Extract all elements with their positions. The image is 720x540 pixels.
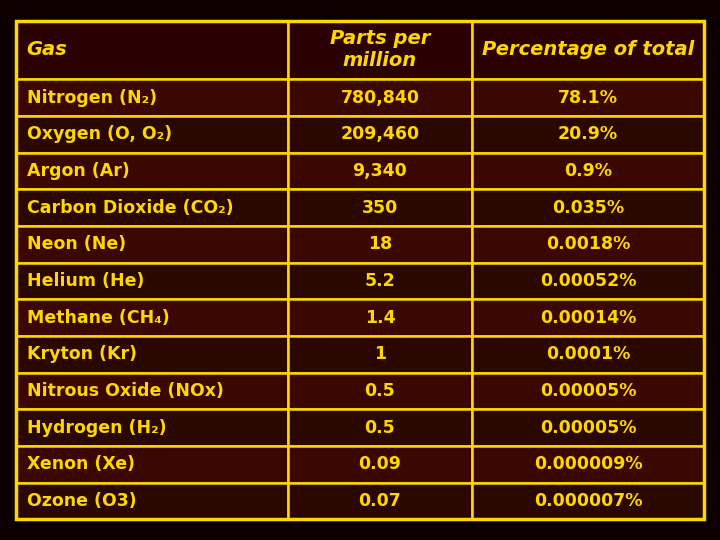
Bar <box>288 190 472 226</box>
Bar <box>472 262 704 299</box>
Bar <box>16 409 288 446</box>
Bar <box>288 336 472 373</box>
Bar <box>472 446 704 483</box>
Bar <box>288 21 472 79</box>
Bar <box>16 79 288 116</box>
Bar <box>472 21 704 79</box>
Text: 0.9%: 0.9% <box>564 162 612 180</box>
Text: 0.09: 0.09 <box>359 455 401 474</box>
Bar <box>288 153 472 190</box>
Text: 0.0018%: 0.0018% <box>546 235 631 253</box>
Bar <box>472 226 704 262</box>
Bar <box>472 299 704 336</box>
Bar <box>16 226 288 262</box>
Bar <box>472 483 704 519</box>
Bar <box>472 116 704 153</box>
Text: Percentage of total: Percentage of total <box>482 40 694 59</box>
Text: 9,340: 9,340 <box>353 162 408 180</box>
Bar <box>16 190 288 226</box>
Text: 780,840: 780,840 <box>341 89 420 106</box>
Bar <box>16 373 288 409</box>
Text: Nitrogen (N₂): Nitrogen (N₂) <box>27 89 157 106</box>
Bar <box>288 299 472 336</box>
Text: Methane (CH₄): Methane (CH₄) <box>27 309 169 327</box>
Text: 20.9%: 20.9% <box>558 125 618 143</box>
Bar <box>16 153 288 190</box>
Text: Gas: Gas <box>27 40 68 59</box>
Bar <box>288 409 472 446</box>
Text: Hydrogen (H₂): Hydrogen (H₂) <box>27 418 166 437</box>
Text: Carbon Dioxide (CO₂): Carbon Dioxide (CO₂) <box>27 199 233 217</box>
Text: 350: 350 <box>362 199 398 217</box>
Text: 0.07: 0.07 <box>359 492 401 510</box>
Bar <box>288 79 472 116</box>
Text: Helium (He): Helium (He) <box>27 272 144 290</box>
Text: 1.4: 1.4 <box>364 309 395 327</box>
Text: 78.1%: 78.1% <box>558 89 618 106</box>
Text: 0.000007%: 0.000007% <box>534 492 642 510</box>
Text: 0.5: 0.5 <box>364 418 395 437</box>
Text: Ozone (O3): Ozone (O3) <box>27 492 136 510</box>
Bar <box>16 336 288 373</box>
Text: 18: 18 <box>368 235 392 253</box>
Bar <box>472 79 704 116</box>
Bar <box>288 373 472 409</box>
Bar <box>288 446 472 483</box>
Text: 0.00005%: 0.00005% <box>540 418 636 437</box>
Text: Nitrous Oxide (NOx): Nitrous Oxide (NOx) <box>27 382 223 400</box>
Text: Neon (Ne): Neon (Ne) <box>27 235 126 253</box>
Bar <box>288 483 472 519</box>
Bar <box>288 262 472 299</box>
Text: Kryton (Kr): Kryton (Kr) <box>27 346 137 363</box>
Bar <box>16 116 288 153</box>
Bar <box>16 446 288 483</box>
Text: Oxygen (O, O₂): Oxygen (O, O₂) <box>27 125 172 143</box>
Bar <box>16 262 288 299</box>
Text: Argon (Ar): Argon (Ar) <box>27 162 130 180</box>
Text: 0.5: 0.5 <box>364 382 395 400</box>
Text: 209,460: 209,460 <box>341 125 420 143</box>
Bar <box>288 116 472 153</box>
Bar <box>472 336 704 373</box>
Bar <box>16 483 288 519</box>
Bar <box>472 373 704 409</box>
Bar <box>288 226 472 262</box>
Text: 0.0001%: 0.0001% <box>546 346 631 363</box>
Text: 0.00005%: 0.00005% <box>540 382 636 400</box>
Bar <box>472 409 704 446</box>
Text: 0.00014%: 0.00014% <box>540 309 636 327</box>
Bar <box>16 21 288 79</box>
Text: 0.00052%: 0.00052% <box>540 272 636 290</box>
Text: 0.000009%: 0.000009% <box>534 455 642 474</box>
Bar <box>472 190 704 226</box>
Text: Xenon (Xe): Xenon (Xe) <box>27 455 135 474</box>
Bar <box>472 153 704 190</box>
Text: 0.035%: 0.035% <box>552 199 624 217</box>
Text: 1: 1 <box>374 346 386 363</box>
Text: Parts per
million: Parts per million <box>330 29 430 70</box>
Bar <box>16 299 288 336</box>
Text: 5.2: 5.2 <box>364 272 395 290</box>
